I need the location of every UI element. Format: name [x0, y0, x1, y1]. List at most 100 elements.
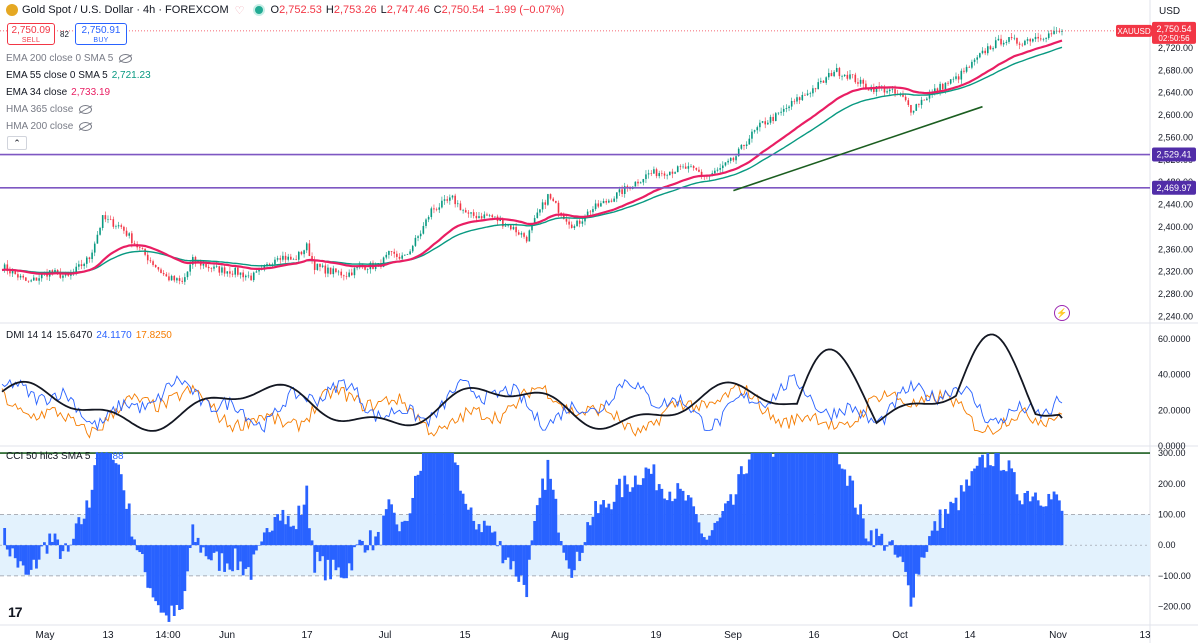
- candle: [608, 200, 610, 203]
- candle: [51, 270, 54, 273]
- cci-bar: [96, 453, 99, 546]
- candle: [290, 256, 292, 260]
- currency-label[interactable]: USD: [1159, 6, 1181, 17]
- cci-bar: [914, 545, 918, 574]
- cci-bar: [840, 468, 844, 546]
- candle: [411, 245, 414, 252]
- cci-bar: [286, 515, 290, 546]
- axes: May 13 14:00 Jun 17 Jul 15 Aug 19 Sep 16 Oct 14 Nov 13…: [36, 21, 1196, 641]
- cci-bar: [448, 453, 452, 546]
- dmi-tick-label: 0.0000: [1158, 441, 1186, 451]
- candle: [398, 256, 401, 259]
- indicator-hma365[interactable]: HMA 365 close: [6, 104, 93, 115]
- candle: [54, 269, 56, 273]
- cci-bar: [983, 467, 987, 546]
- symbol-title[interactable]: Gold Spot / U.S. Dollar · 4h · FOREXCOM: [22, 4, 229, 16]
- candle: [99, 227, 101, 235]
- tradingview-logo[interactable]: 17: [8, 604, 23, 620]
- cci-bar: [262, 532, 266, 546]
- level-price-label: 2,469.97: [1156, 183, 1191, 193]
- indicator-ema200[interactable]: EMA 200 close 0 SMA 5: [6, 53, 133, 64]
- cci-bar: [19, 545, 22, 562]
- eye-hidden-icon[interactable]: [79, 122, 93, 131]
- candle: [231, 273, 234, 275]
- candle: [1029, 39, 1031, 42]
- candle: [987, 46, 989, 54]
- cci-bar: [620, 497, 624, 546]
- indicator-ema55[interactable]: EMA 55 close 0 SMA 5 2,721.23: [6, 70, 151, 81]
- cci-bar: [845, 485, 849, 546]
- candle: [472, 212, 475, 216]
- lightning-icon[interactable]: ⚡: [1054, 305, 1070, 321]
- cci-bar: [527, 545, 531, 560]
- cci-bar: [512, 545, 515, 562]
- sell-button[interactable]: 2,750.09 SELL: [7, 23, 55, 45]
- candle: [62, 275, 64, 278]
- cci-bar: [530, 540, 534, 546]
- dmi-plus-line: [1, 373, 1063, 433]
- candle: [486, 214, 488, 216]
- candle: [722, 165, 724, 169]
- candle: [751, 131, 753, 139]
- candle: [78, 264, 80, 267]
- cci-bar: [461, 493, 465, 546]
- cci-legend[interactable]: CCI 50 hlc3 SMA 5 111.88: [6, 451, 124, 462]
- candle: [525, 236, 528, 242]
- eye-hidden-icon[interactable]: [119, 54, 133, 63]
- indicator-hma200[interactable]: HMA 200 close: [6, 121, 93, 132]
- heart-icon[interactable]: ♡: [234, 4, 245, 17]
- candle: [555, 200, 557, 203]
- candle: [313, 259, 316, 270]
- cci-bar: [729, 494, 733, 546]
- cci-bar: [631, 487, 635, 546]
- cci-bar: [856, 514, 860, 546]
- candle: [239, 272, 242, 275]
- candle: [647, 173, 650, 175]
- dmi-legend[interactable]: DMI 14 14 15.6470 24.1170 17.8250: [6, 330, 172, 341]
- candle: [287, 256, 289, 260]
- buy-button[interactable]: 2,750.91 BUY: [75, 23, 127, 45]
- eye-hidden-icon[interactable]: [79, 105, 93, 114]
- candle: [446, 199, 448, 201]
- candle: [602, 201, 605, 204]
- candle: [655, 169, 658, 177]
- open-label: O: [270, 4, 280, 16]
- close-label: C: [433, 4, 442, 16]
- x-tick-label: 13: [1139, 630, 1151, 641]
- cci-bar: [398, 531, 401, 546]
- chevron-up-icon[interactable]: ⌃: [7, 136, 27, 150]
- cci-value: 111.88: [94, 451, 124, 462]
- candle: [759, 122, 761, 128]
- cci-bar: [43, 542, 46, 546]
- candle: [920, 99, 923, 105]
- cci-bar: [790, 453, 794, 546]
- cci-bar: [965, 479, 968, 546]
- candle: [462, 210, 464, 211]
- candle: [597, 203, 600, 207]
- candle: [433, 208, 435, 210]
- cci-bar: [138, 545, 142, 553]
- candle: [19, 275, 22, 278]
- candle: [894, 89, 896, 94]
- cci-bar: [93, 465, 97, 546]
- cci-bar: [353, 545, 356, 548]
- x-tick-label: Jun: [219, 630, 235, 641]
- cci-bar: [554, 498, 558, 546]
- cci-bar: [151, 545, 155, 598]
- candle: [719, 168, 721, 170]
- cci-bar: [347, 545, 351, 564]
- cci-bar: [819, 453, 823, 546]
- cci-bar: [936, 530, 939, 546]
- cci-bar: [697, 522, 701, 546]
- candle: [698, 169, 700, 172]
- cci-bar: [209, 545, 213, 561]
- cci-bar: [660, 488, 664, 546]
- ema55-line: [1, 46, 1063, 274]
- cci-bar: [294, 529, 298, 546]
- change-value: −1.99 (−0.07%): [488, 4, 565, 16]
- indicator-ema34[interactable]: EMA 34 close 2,733.19: [6, 87, 110, 98]
- cci-bar: [236, 545, 240, 571]
- candle: [592, 209, 594, 213]
- cci-bar: [368, 530, 372, 546]
